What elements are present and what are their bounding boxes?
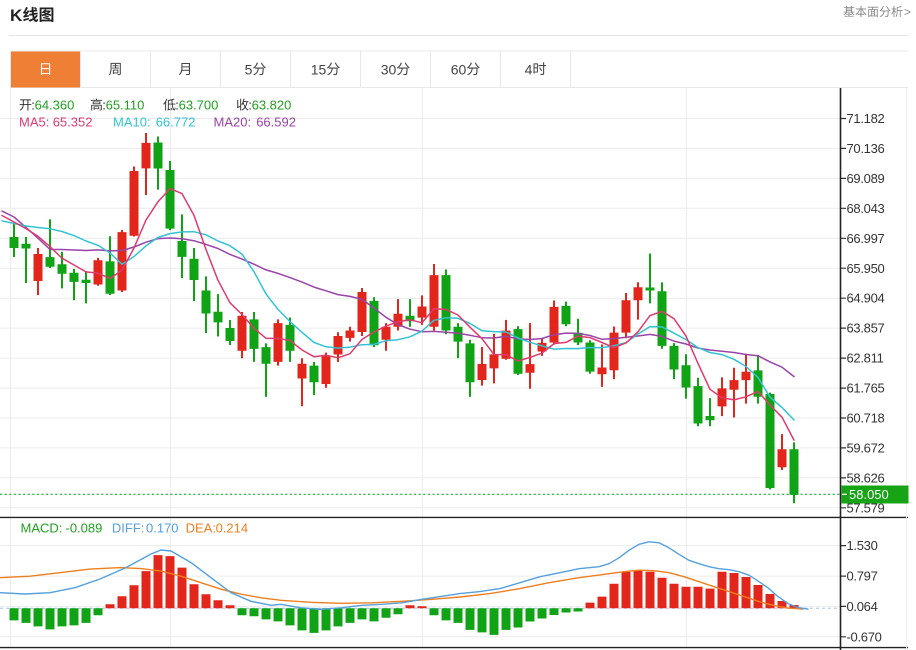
svg-text::: : bbox=[31, 98, 35, 113]
svg-text:64.360: 64.360 bbox=[35, 98, 75, 113]
svg-text:1.530: 1.530 bbox=[847, 538, 878, 553]
svg-text:63.700: 63.700 bbox=[179, 98, 219, 113]
svg-text:60.718: 60.718 bbox=[847, 411, 885, 426]
svg-text:3: 3 bbox=[381, 62, 389, 78]
svg-text:0.214: 0.214 bbox=[216, 521, 249, 536]
svg-text::: : bbox=[248, 98, 252, 113]
svg-text:5: 5 bbox=[319, 62, 327, 78]
svg-text:MA10:: MA10: bbox=[113, 115, 151, 130]
svg-text:58.626: 58.626 bbox=[847, 470, 885, 485]
svg-text:-0.670: -0.670 bbox=[847, 629, 882, 644]
svg-text:1: 1 bbox=[311, 62, 319, 78]
svg-text:65.110: 65.110 bbox=[106, 98, 145, 113]
svg-text:65.950: 65.950 bbox=[847, 261, 885, 276]
svg-text:MA5:: MA5: bbox=[19, 115, 49, 130]
svg-text:0.064: 0.064 bbox=[847, 599, 878, 614]
svg-text:66.772: 66.772 bbox=[156, 115, 196, 130]
svg-text:68.043: 68.043 bbox=[847, 201, 885, 216]
svg-text:0.797: 0.797 bbox=[847, 569, 878, 584]
svg-text:62.811: 62.811 bbox=[847, 351, 884, 366]
svg-text:0: 0 bbox=[389, 62, 397, 78]
svg-text:63.820: 63.820 bbox=[252, 98, 292, 113]
svg-text:-0.089: -0.089 bbox=[66, 521, 103, 536]
svg-text:MA20:: MA20: bbox=[214, 115, 252, 130]
svg-text:61.765: 61.765 bbox=[847, 381, 885, 396]
svg-text:0.170: 0.170 bbox=[146, 521, 179, 536]
svg-text:69.089: 69.089 bbox=[847, 171, 885, 186]
svg-text:>: > bbox=[904, 5, 911, 19]
svg-text:MACD:: MACD: bbox=[21, 521, 63, 536]
svg-text:K: K bbox=[10, 6, 23, 25]
svg-text:71.182: 71.182 bbox=[847, 111, 885, 126]
svg-text:4: 4 bbox=[525, 62, 533, 78]
svg-text:70.136: 70.136 bbox=[847, 141, 885, 156]
svg-text:66.592: 66.592 bbox=[256, 115, 296, 130]
svg-text:58.050: 58.050 bbox=[849, 487, 889, 502]
svg-text:65.352: 65.352 bbox=[53, 115, 93, 130]
svg-text:57.579: 57.579 bbox=[847, 500, 885, 515]
svg-text:DIFF:: DIFF: bbox=[112, 521, 144, 536]
svg-text:DEA:: DEA: bbox=[186, 521, 216, 536]
svg-text::: : bbox=[175, 98, 179, 113]
svg-text:59.672: 59.672 bbox=[847, 440, 885, 455]
svg-text:63.857: 63.857 bbox=[847, 321, 885, 336]
svg-text:0: 0 bbox=[459, 62, 467, 78]
svg-text::: : bbox=[102, 98, 106, 113]
svg-text:66.997: 66.997 bbox=[847, 231, 885, 246]
svg-text:64.904: 64.904 bbox=[847, 291, 885, 306]
svg-text:6: 6 bbox=[451, 62, 459, 78]
svg-text:5: 5 bbox=[245, 62, 253, 78]
